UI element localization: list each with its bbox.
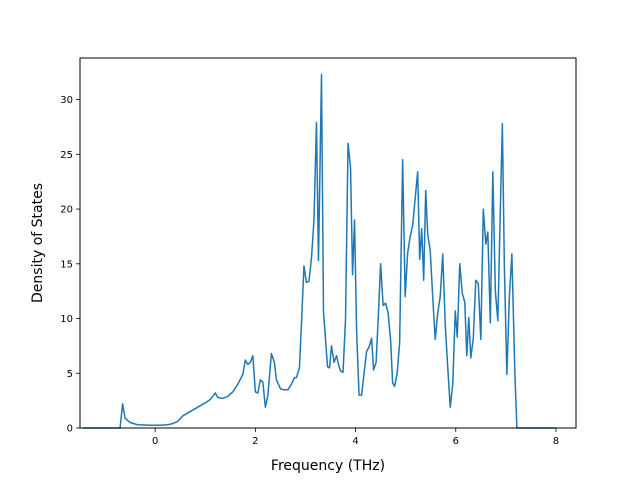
y-tick-label: 15: [60, 259, 73, 270]
x-tick-label: 6: [453, 436, 459, 447]
plot-frame: [79, 57, 577, 429]
y-tick-label: 5: [67, 369, 73, 380]
dos-series-line-0: [82, 73, 556, 429]
y-tick-label: 20: [60, 205, 73, 216]
x-tick-label: 4: [352, 436, 358, 447]
y-tick-label: 10: [60, 314, 73, 325]
y-tick-label: 0: [67, 424, 73, 435]
y-tick-label: 25: [60, 150, 73, 161]
x-tick-label: 0: [152, 436, 158, 447]
x-axis-label: Frequency (THz): [271, 458, 385, 474]
y-tick-label: 30: [60, 95, 73, 106]
x-tick-label: 2: [252, 436, 258, 447]
x-tick-label: 8: [553, 436, 559, 447]
y-axis-label: Density of States: [30, 183, 46, 303]
